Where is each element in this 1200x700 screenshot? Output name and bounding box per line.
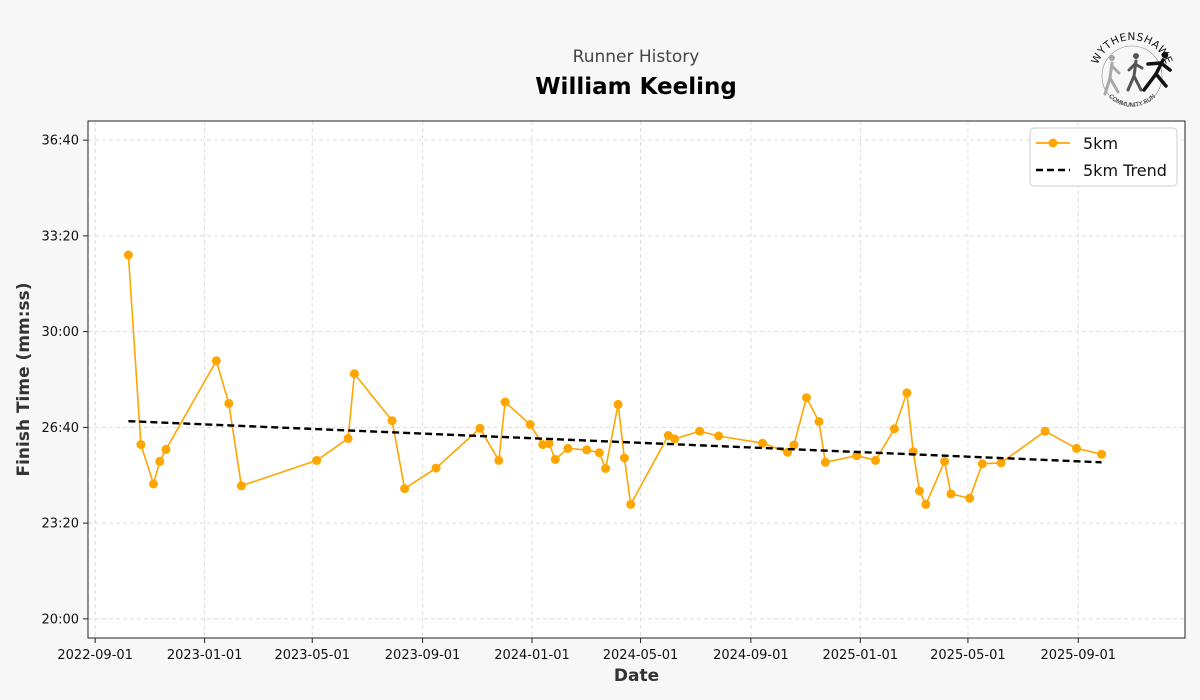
data-point (400, 484, 410, 494)
x-tick-label: 2022-09-01 (57, 648, 133, 663)
data-point (626, 499, 636, 509)
data-point (996, 458, 1006, 468)
data-point (670, 434, 680, 444)
data-point (758, 438, 767, 448)
y-tick-label: 26:40 (42, 421, 79, 436)
data-point (563, 443, 573, 453)
x-tick-label: 2023-01-01 (167, 648, 243, 663)
legend: 5km 5km Trend (1029, 127, 1178, 187)
x-tick-label: 2024-05-01 (603, 648, 679, 663)
series-markers-5km (123, 250, 1107, 509)
chart-subtitle: Runner History (572, 47, 700, 67)
data-point (802, 393, 811, 403)
plot-area (88, 121, 1185, 638)
runner-light-icon (1103, 55, 1121, 96)
chart-header: Runner History William Keeling (0, 44, 1200, 104)
data-point (343, 433, 353, 443)
data-point (852, 451, 862, 461)
y-tick-label: 33:20 (42, 229, 79, 244)
data-point (431, 463, 441, 473)
data-point (1040, 426, 1050, 436)
data-point (224, 398, 234, 408)
data-point (594, 448, 604, 458)
plot-frame (87, 120, 1186, 639)
data-point (136, 440, 146, 450)
data-point (871, 455, 880, 465)
x-tick-label: 2023-09-01 (385, 648, 461, 663)
data-point (977, 459, 987, 469)
y-tick-label: 36:40 (42, 134, 79, 149)
legend-label-5km: 5km (1083, 134, 1118, 153)
data-point (940, 456, 950, 466)
data-point (789, 440, 799, 450)
data-point (814, 417, 824, 427)
data-point (149, 479, 158, 489)
data-point (714, 431, 724, 441)
data-point (1072, 443, 1081, 453)
x-tick-label: 2024-09-01 (713, 648, 789, 663)
data-point (902, 388, 912, 398)
data-point (494, 455, 504, 465)
trend-line-5km (128, 419, 1102, 464)
data-point (123, 250, 133, 260)
data-point (161, 444, 171, 454)
chart-title: William Keeling (535, 74, 737, 100)
x-axis-title: Date (614, 666, 659, 686)
data-point (236, 481, 246, 491)
data-point (619, 453, 629, 463)
data-point (550, 454, 560, 464)
data-point (544, 439, 554, 449)
data-point (349, 369, 359, 379)
data-point (613, 399, 623, 409)
data-point (1097, 449, 1107, 459)
y-tick-label: 23:20 (42, 517, 79, 532)
x-tick-label: 2025-01-01 (823, 648, 899, 663)
data-point (820, 457, 830, 467)
axis-ticks: 2022-09-01 2023-01-01 2023-05-01 2023-09-01… (42, 134, 1117, 663)
x-tick-label: 2023-05-01 (274, 648, 350, 663)
data-point (155, 456, 165, 466)
data-point (582, 445, 592, 455)
y-tick-label: 20:00 (42, 612, 79, 627)
data-point (211, 356, 221, 366)
x-tick-label: 2025-05-01 (930, 648, 1006, 663)
data-point (695, 426, 705, 436)
data-point (915, 486, 924, 496)
data-point (312, 455, 322, 465)
legend-marker-5km (1048, 138, 1058, 148)
runner-black-icon (1142, 51, 1172, 92)
data-point (475, 423, 485, 433)
data-point (921, 499, 931, 509)
data-point (946, 489, 956, 499)
data-point (500, 397, 510, 407)
y-axis-title: Finish Time (mm:ss) (14, 282, 34, 476)
data-point (889, 424, 899, 434)
data-point (387, 416, 397, 426)
data-point (601, 464, 611, 473)
data-point (525, 420, 535, 429)
x-tick-label: 2025-09-01 (1040, 648, 1116, 663)
runner-dark-icon (1126, 53, 1144, 92)
data-point (965, 493, 975, 503)
x-tick-label: 2024-01-01 (494, 648, 570, 663)
legend-label-trend: 5km Trend (1083, 161, 1167, 180)
wythenshawe-logo: WYTHENSHAWE COMMUNITY RUN (1089, 31, 1174, 109)
gridlines (88, 121, 1185, 638)
y-tick-label: 30:00 (42, 325, 79, 340)
